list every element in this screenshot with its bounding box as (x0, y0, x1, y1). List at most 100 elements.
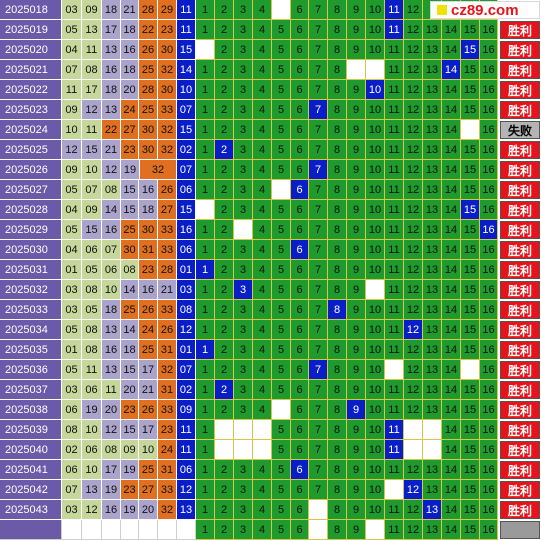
trend-cell: 13 (423, 320, 442, 340)
trend-cell: 14 (442, 240, 461, 260)
number-cell: 32 (158, 120, 177, 140)
number-cell: 20 (121, 80, 139, 100)
number-cell: 33 (158, 240, 177, 260)
number-cell: 22 (102, 120, 121, 140)
number-cell: 18 (121, 60, 139, 80)
trend-cell: 3 (234, 480, 253, 500)
trend-hit-cell: 11 (385, 0, 404, 20)
trend-cell: 2 (215, 360, 234, 380)
trend-cell: 9 (347, 20, 366, 40)
trend-cell: 16 (480, 60, 498, 80)
number-cell: 08 (82, 60, 102, 80)
trend-cell: 6 (291, 440, 309, 460)
number-cell: 08 (82, 340, 102, 360)
trend-hit-cell: 3 (234, 280, 253, 300)
site-logo[interactable]: cz89.com (430, 1, 540, 19)
trend-cell: 6 (291, 200, 309, 220)
number-cell: 06 (82, 240, 102, 260)
number-cell: 26 (158, 320, 177, 340)
trend-cell: 16 (480, 380, 498, 400)
trend-cell: 5 (272, 480, 291, 500)
trend-cell: 10 (366, 200, 385, 220)
number-cell (177, 520, 196, 540)
trend-cell: 1 (196, 520, 215, 540)
trend-hit-cell: 7 (309, 100, 328, 120)
number-cell: 03 (177, 280, 196, 300)
trend-hit-cell: 12 (404, 480, 423, 500)
trend-cell: 13 (423, 40, 442, 60)
trend-cell: 10 (366, 480, 385, 500)
trend-cell: 16 (480, 440, 498, 460)
trend-cell: 15 (461, 340, 480, 360)
trend-cell: 8 (328, 0, 347, 20)
number-cell: 26 (158, 180, 177, 200)
trend-cell: 5 (272, 240, 291, 260)
trend-empty-cell (309, 520, 328, 540)
trend-cell: 3 (234, 120, 253, 140)
number-cell: 25 (139, 60, 158, 80)
number-cell: 23 (139, 260, 158, 280)
trend-cell: 14 (442, 40, 461, 60)
trend-cell: 12 (404, 260, 423, 280)
trend-empty-cell (309, 500, 328, 520)
trend-cell: 3 (234, 260, 253, 280)
trend-cell: 8 (328, 100, 347, 120)
number-cell: 21 (139, 380, 158, 400)
trend-cell: 8 (328, 420, 347, 440)
trend-cell: 16 (480, 280, 498, 300)
trend-cell: 2 (215, 460, 234, 480)
trend-cell: 6 (291, 60, 309, 80)
number-cell: 18 (121, 340, 139, 360)
number-cell (158, 520, 177, 540)
number-cell: 19 (121, 160, 140, 180)
trend-hit-cell: 11 (385, 440, 404, 460)
trend-empty-cell (215, 440, 234, 460)
result-badge: 胜利 (500, 321, 540, 339)
trend-cell: 2 (215, 0, 234, 20)
trend-cell: 14 (442, 500, 461, 520)
trend-cell: 12 (404, 360, 423, 380)
trend-cell: 13 (423, 220, 442, 240)
number-cell: 26 (139, 40, 158, 60)
trend-empty-cell (385, 480, 404, 500)
trend-cell: 2 (215, 280, 234, 300)
result-badge: 胜利 (500, 221, 540, 239)
trend-cell: 16 (480, 80, 498, 100)
period-cell: 2025021 (0, 60, 62, 80)
number-cell: 08 (82, 320, 102, 340)
result-badge: 胜利 (500, 281, 540, 299)
trend-cell: 11 (385, 380, 404, 400)
trend-cell: 10 (366, 380, 385, 400)
trend-cell: 10 (366, 0, 385, 20)
trend-cell: 15 (461, 400, 480, 420)
number-cell: 13 (102, 320, 121, 340)
number-cell: 27 (139, 480, 158, 500)
period-cell: 2025023 (0, 100, 62, 120)
number-cell: 03 (62, 380, 82, 400)
number-cell: 31 (158, 340, 177, 360)
trend-cell: 1 (196, 220, 215, 240)
trend-cell: 1 (196, 280, 215, 300)
number-cell: 16 (102, 500, 121, 520)
trend-cell: 11 (385, 120, 404, 140)
trend-empty-cell (253, 420, 272, 440)
trend-cell: 8 (328, 340, 347, 360)
trend-cell: 4 (253, 140, 272, 160)
number-cell: 06 (82, 380, 102, 400)
result-badge (500, 521, 540, 539)
trend-cell: 16 (480, 240, 498, 260)
trend-empty-cell (423, 440, 442, 460)
number-cell: 07 (82, 180, 102, 200)
trend-cell: 12 (404, 60, 423, 80)
trend-cell: 10 (366, 160, 385, 180)
trend-cell: 5 (272, 320, 291, 340)
number-cell: 11 (82, 360, 102, 380)
number-cell: 11 (102, 380, 121, 400)
number-cell: 13 (102, 40, 121, 60)
trend-cell: 10 (366, 220, 385, 240)
number-cell: 25 (121, 220, 139, 240)
trend-cell: 10 (366, 20, 385, 40)
number-cell: 06 (62, 460, 82, 480)
period-cell: 2025029 (0, 220, 62, 240)
trend-cell: 13 (423, 80, 442, 100)
